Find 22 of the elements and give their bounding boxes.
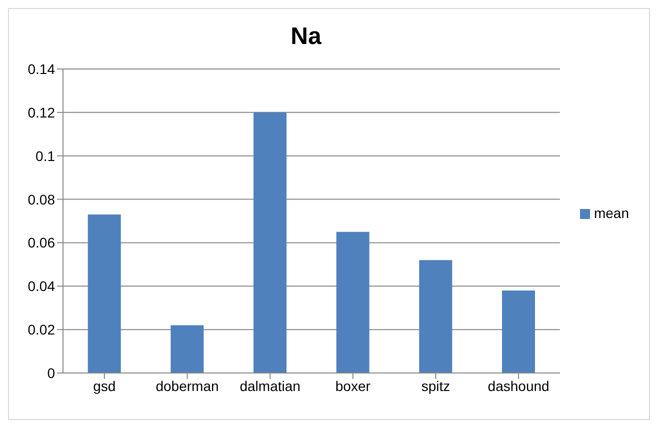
y-tick-label: 0 (47, 364, 56, 381)
y-tick-label: 0.02 (28, 322, 56, 338)
y-tick-label: 0.06 (28, 234, 56, 251)
y-tick-label: 0.04 (28, 278, 56, 294)
bar (88, 214, 121, 373)
y-tick-label: 0.14 (28, 60, 56, 77)
bar (419, 260, 452, 373)
x-tick-label: dashound (488, 378, 550, 394)
bar (336, 232, 370, 373)
y-tick-label: 0.12 (28, 104, 56, 120)
y-tick-label: 0.08 (28, 191, 56, 208)
x-tick-label: spitz (421, 378, 450, 394)
chart-title: Na (290, 23, 322, 51)
x-tick-label: doberman (156, 378, 219, 394)
bar (502, 290, 535, 373)
y-tick-label: 0.1 (36, 148, 56, 164)
x-tick-label: gsd (93, 378, 116, 394)
bar (254, 112, 287, 373)
x-tick-label: dalmatian (240, 378, 300, 394)
legend-label: mean (594, 205, 629, 221)
x-tick-label: boxer (335, 378, 371, 394)
bar (170, 325, 204, 373)
